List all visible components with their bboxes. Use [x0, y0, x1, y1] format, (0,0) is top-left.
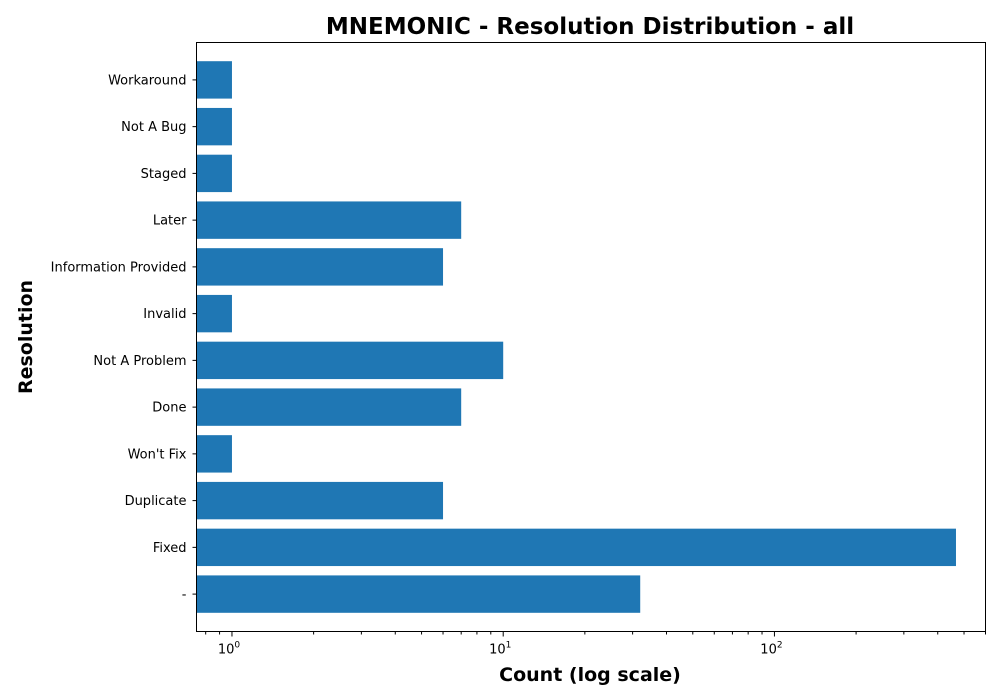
- y-tick-label: Staged: [141, 167, 187, 182]
- bar-won-t-fix: [196, 435, 232, 473]
- x-axis-label: Count (log scale): [499, 664, 681, 686]
- x-tick-label: 101: [489, 641, 511, 658]
- bar-information-provided: [196, 248, 444, 286]
- bar-later: [196, 201, 462, 239]
- bar-staged: [196, 154, 232, 193]
- x-tick-label: 100: [218, 641, 241, 658]
- y-axis-label: Resolution: [15, 280, 37, 394]
- y-axis-ticks: - Fixed Duplicate Won't Fix Done Not A Proble…: [51, 73, 197, 603]
- chart-title: MNEMONIC - Resolution Distribution - all: [326, 14, 854, 40]
- y-tick-label: Not A Problem: [93, 354, 186, 369]
- bar-duplicate: [196, 481, 444, 520]
- bar-done: [196, 388, 462, 426]
- bar-fixed: [196, 528, 956, 567]
- y-tick-label: Information Provided: [51, 260, 187, 275]
- plot-frame: [196, 42, 986, 632]
- bar-invalid: [196, 294, 232, 333]
- bar-not-a-bug: [196, 107, 232, 146]
- bar-workaround: [196, 61, 232, 99]
- y-tick-label: Duplicate: [125, 494, 187, 509]
- y-tick-label: Workaround: [108, 73, 186, 88]
- y-tick-label: Won't Fix: [128, 447, 187, 462]
- x-axis-ticks: 100 101 102: [205, 631, 986, 658]
- x-tick-label: 102: [760, 641, 782, 658]
- bar-dash: [196, 575, 641, 613]
- y-tick-label: Fixed: [153, 541, 187, 556]
- bars-group: [196, 61, 956, 613]
- y-tick-label: Later: [153, 214, 187, 229]
- y-tick-label: Invalid: [143, 307, 186, 322]
- y-tick-label: Not A Bug: [121, 120, 186, 135]
- y-tick-label: Done: [152, 401, 186, 416]
- y-tick-label: -: [182, 588, 187, 603]
- bar-not-a-problem: [196, 341, 504, 380]
